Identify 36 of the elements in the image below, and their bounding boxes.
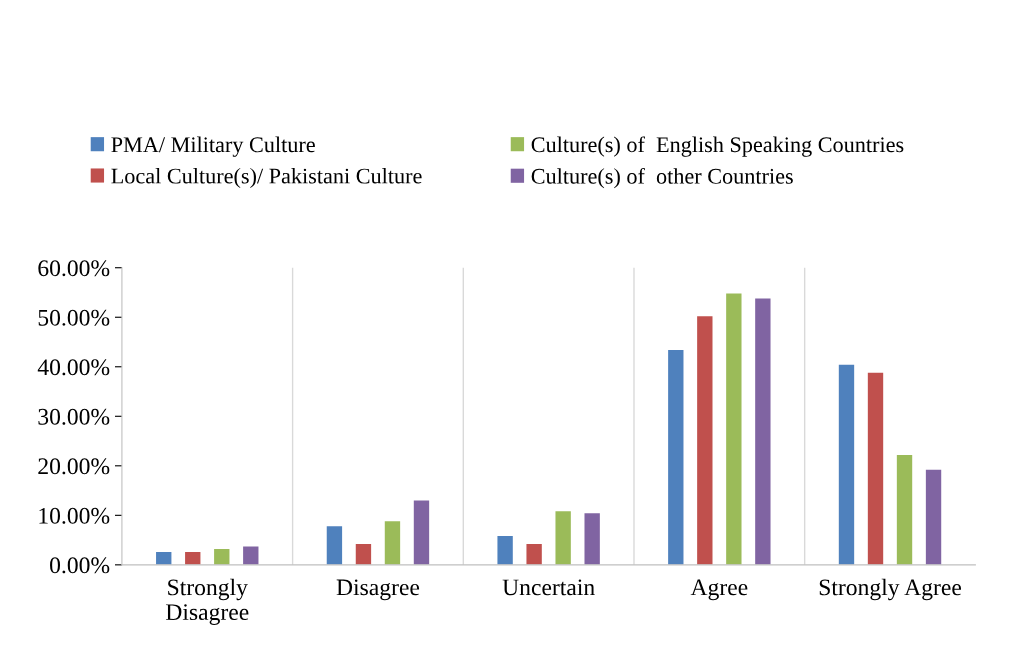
bar xyxy=(526,544,542,565)
y-tick-label: 20.00% xyxy=(38,458,110,475)
x-tick-label: Uncertain xyxy=(502,579,595,596)
y-tick-label: 60.00% xyxy=(38,260,110,277)
bar xyxy=(668,349,684,565)
bar xyxy=(584,513,600,565)
bar xyxy=(896,454,913,565)
x-tick-label: Strongly Disagree xyxy=(165,578,249,625)
bar xyxy=(497,536,513,565)
bar xyxy=(697,316,713,565)
y-tick-label: 50.00% xyxy=(38,309,110,326)
legend-label: PMA/ Military Culture xyxy=(111,136,315,157)
bar xyxy=(555,511,571,565)
bar xyxy=(838,364,855,565)
y-tick-label: 0.00% xyxy=(50,557,110,574)
bar xyxy=(755,298,771,565)
bar xyxy=(867,372,884,565)
bar xyxy=(726,293,742,565)
x-tick-label: Agree xyxy=(690,579,748,601)
bar xyxy=(214,549,230,565)
bar xyxy=(925,469,942,565)
bar xyxy=(156,551,172,565)
y-tick-label: 30.00% xyxy=(38,408,110,425)
x-tick-label: Disagree xyxy=(336,579,420,601)
bar xyxy=(243,546,259,565)
legend-label: Culture(s) of English Speaking Countries xyxy=(531,136,904,157)
bar xyxy=(384,521,401,565)
x-tick-label: Strongly Agree xyxy=(819,578,962,601)
bar xyxy=(326,526,343,565)
y-tick-label: 10.00% xyxy=(39,507,110,524)
legend-label: Local Culture(s)/ Pakistani Culture xyxy=(111,167,422,189)
y-tick-label: 40.00% xyxy=(37,359,110,376)
bar xyxy=(185,551,201,565)
bar xyxy=(413,500,430,565)
legend-label: Culture(s) of other Countries xyxy=(531,167,793,189)
bar xyxy=(355,544,372,565)
